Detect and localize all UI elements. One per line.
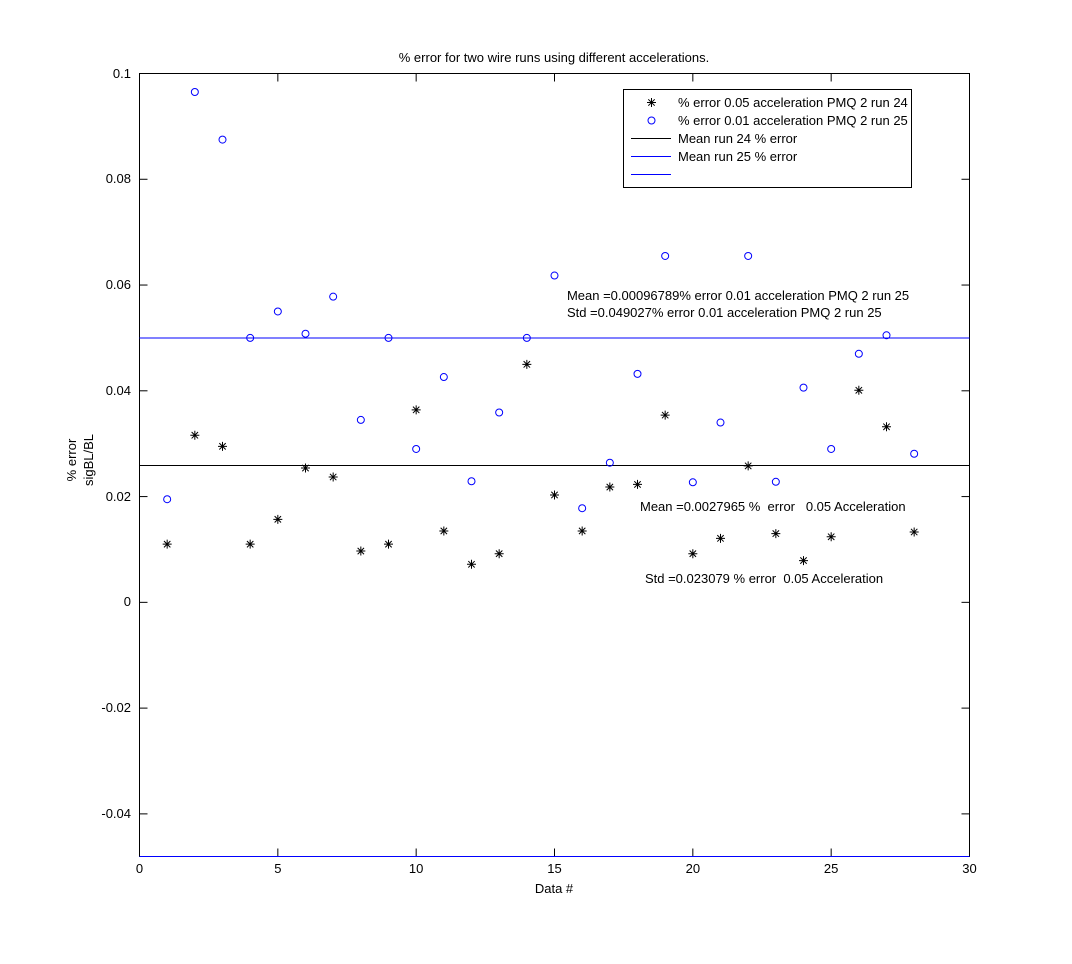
data-point-run24	[522, 359, 532, 369]
data-point-run25	[273, 307, 282, 316]
legend-line-sample	[624, 156, 678, 157]
data-point-run24	[633, 479, 642, 489]
x-tick-label: 0	[135, 861, 144, 876]
legend-label: % error 0.05 acceleration PMQ 2 run 24	[678, 95, 908, 110]
x-axis-label: Data #	[534, 881, 574, 896]
legend-row-4	[624, 166, 911, 183]
data-point-run25	[439, 373, 448, 382]
data-point-run24	[909, 527, 919, 537]
data-point-run25	[688, 478, 697, 487]
data-point-run25	[522, 333, 531, 342]
data-point-run24	[605, 482, 615, 492]
legend-label: Mean run 25 % error	[678, 149, 798, 164]
data-point-run24	[826, 532, 836, 542]
legend-label: Mean run 24 % error	[678, 131, 798, 146]
data-point-run25	[550, 271, 559, 280]
y-tick-label: 0.02	[105, 488, 131, 504]
data-point-run24	[411, 405, 421, 415]
data-point-run24	[854, 385, 864, 395]
chart-title: % error for two wire runs using differen…	[398, 50, 710, 65]
annotation-1: Std =0.049027% error 0.01 acceleration P…	[566, 305, 882, 321]
data-point-run25	[716, 418, 725, 427]
data-point-run24	[273, 514, 283, 524]
legend-label: % error 0.01 acceleration PMQ 2 run 25	[678, 113, 908, 128]
annotation-0: Mean =0.00096789% error 0.01 acceleratio…	[566, 288, 910, 304]
data-point-run24	[494, 549, 504, 559]
data-point-run24	[162, 539, 172, 549]
data-point-run24	[301, 463, 310, 473]
annotation-3: Std =0.023079 % error 0.05 Acceleration	[644, 571, 884, 587]
data-point-run24	[467, 559, 476, 569]
data-point-run25	[744, 251, 753, 260]
data-point-run25	[882, 331, 891, 340]
data-point-run25	[578, 504, 587, 513]
legend-line-sample	[624, 174, 678, 175]
asterisk-marker-icon	[624, 96, 678, 109]
data-point-run25	[384, 333, 393, 342]
data-point-run25	[412, 444, 421, 453]
data-point-run24	[245, 539, 255, 549]
y-tick-label: 0.06	[105, 277, 131, 293]
data-point-run25	[605, 458, 614, 467]
data-point-run24	[743, 461, 753, 471]
data-point-run25	[771, 477, 780, 486]
data-point-run25	[329, 292, 338, 301]
data-point-run24	[716, 533, 725, 543]
line-sample	[631, 156, 671, 157]
legend-line-sample	[624, 138, 678, 139]
x-tick-label: 15	[547, 861, 562, 876]
data-point-run25	[356, 415, 365, 424]
line-sample	[631, 174, 671, 175]
data-point-run25	[301, 329, 310, 338]
data-point-run24	[356, 546, 366, 556]
data-point-run25	[190, 88, 199, 97]
legend-row-1: % error 0.01 acceleration PMQ 2 run 25	[624, 112, 911, 129]
legend-box: % error 0.05 acceleration PMQ 2 run 24 % …	[623, 89, 912, 188]
data-point-run24	[660, 410, 670, 420]
x-tick-label: 20	[685, 861, 701, 876]
data-point-run24	[771, 529, 781, 539]
circle-marker-icon	[624, 114, 678, 127]
annotation-2: Mean =0.0027965 % error 0.05 Acceleratio…	[639, 499, 906, 515]
y-tick-label: 0.04	[105, 382, 131, 398]
x-tick-label: 30	[962, 861, 977, 876]
data-point-run25	[218, 135, 227, 144]
data-point-run25	[854, 349, 863, 358]
data-point-run25	[467, 477, 476, 486]
y-tick-label: 0.08	[105, 171, 131, 187]
x-tick-label: 10	[408, 861, 424, 876]
data-point-run24	[218, 441, 227, 451]
legend-row-3: Mean run 25 % error	[624, 148, 911, 165]
y-tick-label: -0.04	[101, 805, 131, 821]
data-point-run25	[246, 333, 255, 342]
y-tick-label: -0.02	[101, 700, 131, 716]
data-point-run24	[190, 430, 200, 440]
data-point-run24	[328, 472, 338, 482]
y-tick-label: 0.1	[112, 65, 131, 81]
x-tick-label: 25	[823, 861, 839, 876]
line-sample	[631, 138, 671, 139]
data-point-run24	[688, 549, 698, 559]
data-point-run24	[384, 539, 393, 549]
data-point-run24	[577, 526, 587, 536]
data-point-run24	[882, 422, 891, 432]
legend-row-0: % error 0.05 acceleration PMQ 2 run 24	[624, 94, 911, 111]
x-tick-label: 5	[274, 861, 282, 876]
data-point-run25	[799, 383, 808, 392]
data-point-run25	[661, 251, 670, 260]
axes-box	[139, 73, 970, 857]
data-point-run24	[439, 526, 449, 536]
data-point-run24	[799, 556, 808, 566]
data-point-run25	[633, 369, 642, 378]
data-point-run25	[910, 449, 919, 458]
legend-row-2: Mean run 24 % error	[624, 130, 911, 147]
data-point-run25	[163, 495, 172, 504]
data-point-run24	[550, 490, 559, 500]
data-point-run25	[495, 408, 504, 417]
data-point-run25	[827, 444, 836, 453]
y-tick-label: 0	[123, 594, 131, 610]
